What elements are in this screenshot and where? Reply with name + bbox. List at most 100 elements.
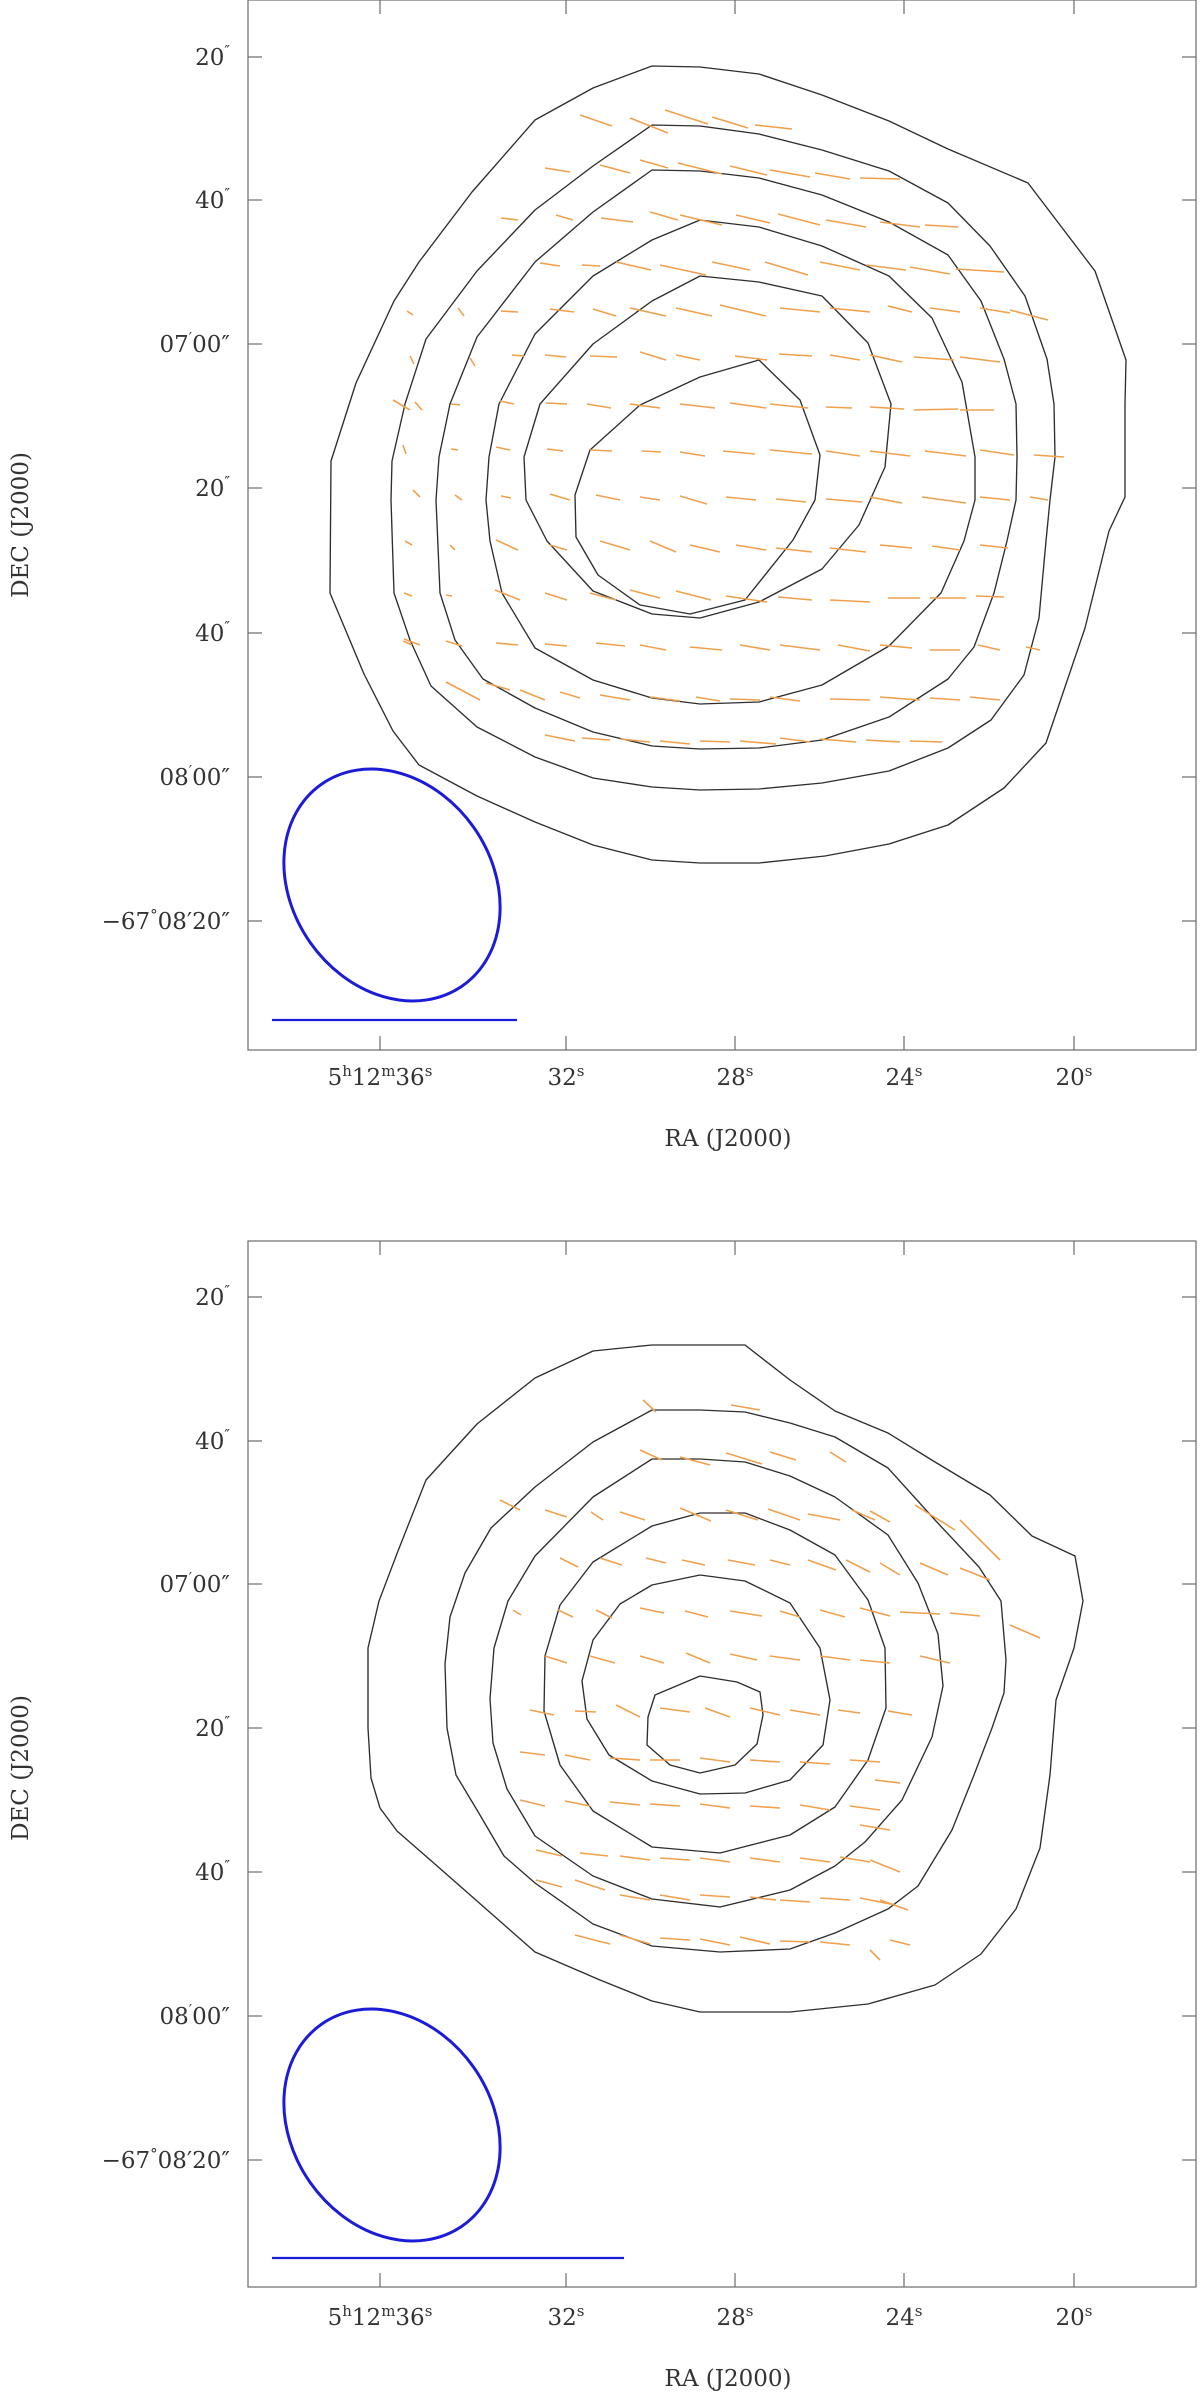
polarization-vector: [485, 682, 511, 691]
dec-tick-label: 40″: [195, 1857, 230, 1886]
polarization-vector: [754, 124, 793, 130]
polarization-vector: [409, 355, 415, 365]
polarization-vector: [512, 1609, 522, 1616]
polarization-vector: [979, 544, 1009, 549]
dec-tick-label: 07′00″: [159, 329, 230, 358]
polarization-vector: [609, 1801, 641, 1806]
polarization-vector: [729, 698, 761, 701]
polarization-vector: [799, 1857, 831, 1863]
polarization-vector: [779, 1610, 801, 1618]
polarization-vector: [595, 1609, 613, 1619]
polarization-vector: [619, 1855, 651, 1861]
ra-tick-label: 28s: [717, 1062, 754, 1091]
polarization-vector: [639, 1449, 663, 1461]
polarization-vector: [704, 1707, 731, 1718]
polarization-vector: [629, 403, 661, 409]
polarization-vector: [913, 408, 959, 411]
polarization-vector: [539, 262, 561, 267]
polarization-vector: [749, 1896, 777, 1901]
polarization-vector: [677, 162, 723, 175]
polarization-vector: [412, 489, 421, 498]
intensity-contour: [646, 1675, 764, 1774]
polarization-vector: [924, 224, 959, 228]
polarization-vector: [592, 308, 617, 317]
polarization-vector: [619, 738, 651, 743]
polarization-vector: [579, 1852, 609, 1857]
polarization-vector: [779, 644, 821, 651]
polarization-vector: [779, 737, 811, 743]
polarization-vector: [869, 1859, 901, 1873]
polarization-vector: [899, 1611, 941, 1615]
polarization-vector: [589, 592, 617, 601]
polarization-vector: [639, 496, 661, 501]
polarization-vector: [699, 1803, 731, 1809]
ra-tick-label: 24s: [886, 1062, 923, 1091]
polarization-vector: [544, 643, 568, 647]
polarization-vector: [837, 644, 871, 652]
polarization-vector: [689, 646, 723, 651]
polarization-vector: [819, 1609, 846, 1618]
polarization-vector: [574, 1934, 611, 1945]
polarization-vector: [749, 1805, 781, 1809]
ra-tick-label: 32s: [548, 1062, 585, 1091]
polarization-vector: [564, 1800, 591, 1807]
polarization-vector: [725, 1509, 759, 1521]
polarization-vector: [767, 1508, 801, 1521]
polarization-vector: [979, 496, 1011, 501]
polarization-vector: [837, 1709, 861, 1714]
polarization-vector: [769, 1451, 797, 1461]
polarization-vector: [859, 177, 901, 180]
polarization-vector: [494, 589, 521, 601]
polarization-vector: [879, 1562, 901, 1576]
polarization-vector: [679, 1507, 712, 1522]
polarization-vector: [699, 740, 731, 743]
polarization-vector: [495, 446, 511, 451]
polarization-vector: [403, 638, 421, 646]
dec-tick-label: −67°08′20″: [102, 2145, 231, 2174]
polarization-vector: [529, 1709, 555, 1716]
polarization-vector: [500, 217, 519, 221]
polarization-vector: [450, 403, 461, 406]
polarization-vector: [819, 738, 857, 743]
y-axis-title: DEC (J2000): [8, 452, 34, 598]
polarization-vector: [445, 594, 453, 597]
polarization-vector: [729, 1610, 763, 1617]
ra-tick-label: 24s: [886, 2302, 923, 2331]
polarization-vector: [679, 214, 723, 226]
polarization-vector: [729, 402, 767, 409]
dec-tick-label: 40″: [195, 618, 230, 647]
polarization-vector: [557, 1609, 574, 1618]
polarization-vector: [675, 354, 701, 361]
polarization-vector: [619, 1934, 651, 1945]
ra-tick-label: 5h12m36s: [328, 1062, 433, 1091]
polarization-vector: [615, 1704, 641, 1718]
polarization-vector: [659, 1937, 691, 1941]
intensity-contour: [367, 1344, 1084, 2013]
polarization-vector: [699, 1757, 731, 1763]
polarization-vector: [619, 1511, 646, 1521]
polarization-vector: [642, 1399, 657, 1413]
intensity-contour: [444, 1409, 1007, 1953]
polarization-vector: [869, 1949, 881, 1961]
polarization-vector: [659, 1857, 691, 1861]
polarization-vector: [649, 696, 681, 702]
polarization-vector: [887, 1710, 913, 1716]
polarization-vector: [454, 494, 463, 501]
polarization-vector: [699, 1857, 731, 1863]
polarization-vector: [959, 1519, 1001, 1561]
polarization-vector: [699, 1938, 731, 1946]
polarization-vector: [629, 117, 669, 134]
polarization-vector: [725, 595, 768, 603]
polarization-vector: [919, 1655, 951, 1664]
polarization-vector: [629, 589, 661, 599]
intensity-contour: [435, 169, 1018, 750]
polarization-vector: [711, 261, 751, 271]
plot-frame: [247, 0, 1197, 1051]
polarization-vector: [879, 544, 913, 549]
polarization-vector: [825, 498, 863, 503]
dec-tick-label: 20″: [195, 473, 230, 502]
polarization-vector: [519, 1799, 546, 1807]
polarization-vector: [450, 448, 459, 451]
polarization-vector: [749, 1707, 781, 1716]
